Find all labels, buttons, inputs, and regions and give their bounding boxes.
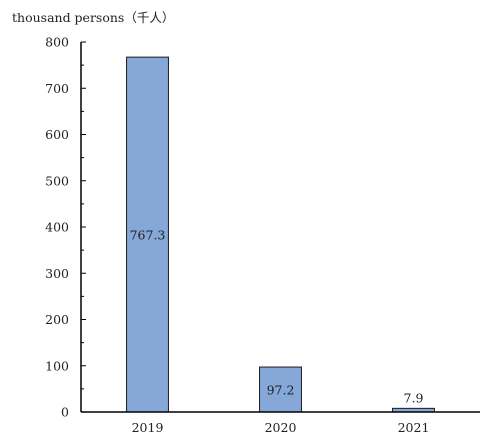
bar-2019	[126, 56, 169, 413]
y-tick-label: 500	[45, 173, 69, 188]
y-tick-label: 600	[45, 127, 69, 142]
bars: 767.3 97.2 7.9	[126, 56, 435, 413]
y-tick-label: 200	[45, 312, 69, 327]
data-label-2020: 97.2	[267, 383, 295, 398]
y-unit-label: thousand persons（千人）	[12, 10, 174, 25]
data-label-2019: 767.3	[130, 228, 166, 243]
y-tick-label: 800	[45, 35, 69, 50]
y-tick-label: 700	[45, 81, 69, 96]
y-tick-label: 0	[61, 405, 69, 420]
y-tick-label: 100	[45, 358, 69, 373]
data-label-2021: 7.9	[404, 390, 424, 405]
y-tick-label: 300	[45, 266, 69, 281]
x-tick-label: 2021	[398, 420, 430, 432]
y-tick-label: 400	[45, 220, 69, 235]
y-axis: 0 100 200 300 400 500 600 700 800	[45, 35, 86, 420]
x-tick-label: 2019	[132, 420, 164, 432]
x-tick-label: 2020	[265, 420, 297, 432]
x-axis: 2019 2020 2021	[81, 411, 480, 432]
bar-2020	[259, 366, 302, 413]
